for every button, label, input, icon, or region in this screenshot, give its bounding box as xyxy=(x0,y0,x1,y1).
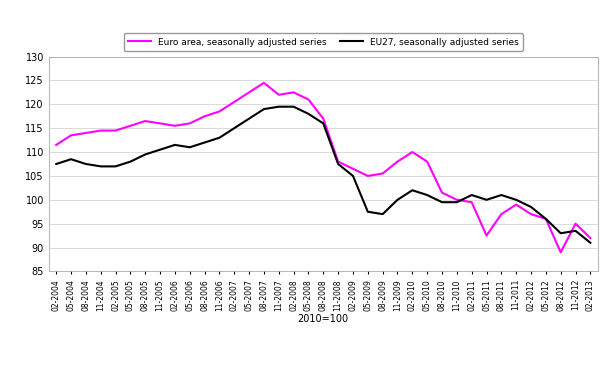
Euro area, seasonally adjusted series xyxy=(334,159,342,164)
Euro area, seasonally adjusted series xyxy=(364,174,371,178)
EU27, seasonally adjusted series xyxy=(320,121,327,126)
EU27, seasonally adjusted series xyxy=(82,162,90,166)
EU27, seasonally adjusted series xyxy=(216,135,223,140)
EU27, seasonally adjusted series xyxy=(468,193,475,197)
EU27, seasonally adjusted series xyxy=(260,107,268,111)
Euro area, seasonally adjusted series xyxy=(52,143,60,147)
EU27, seasonally adjusted series xyxy=(379,212,386,216)
EU27, seasonally adjusted series xyxy=(156,147,163,152)
Euro area, seasonally adjusted series xyxy=(275,92,282,97)
EU27, seasonally adjusted series xyxy=(528,205,535,209)
EU27, seasonally adjusted series xyxy=(587,241,594,245)
Euro area, seasonally adjusted series xyxy=(379,171,386,176)
EU27, seasonally adjusted series xyxy=(201,140,208,145)
Euro area, seasonally adjusted series xyxy=(498,212,505,216)
Euro area, seasonally adjusted series xyxy=(156,121,163,126)
Euro area, seasonally adjusted series xyxy=(171,124,179,128)
Euro area, seasonally adjusted series xyxy=(231,100,238,104)
Euro area, seasonally adjusted series xyxy=(127,124,134,128)
EU27, seasonally adjusted series xyxy=(127,159,134,164)
EU27, seasonally adjusted series xyxy=(97,164,104,169)
Euro area, seasonally adjusted series xyxy=(512,202,520,207)
EU27, seasonally adjusted series xyxy=(334,162,342,166)
Euro area, seasonally adjusted series xyxy=(557,250,564,254)
Euro area, seasonally adjusted series xyxy=(423,159,431,164)
Euro area, seasonally adjusted series xyxy=(216,109,223,114)
Euro area, seasonally adjusted series xyxy=(483,233,490,238)
EU27, seasonally adjusted series xyxy=(52,162,60,166)
EU27, seasonally adjusted series xyxy=(67,157,74,161)
Euro area, seasonally adjusted series xyxy=(453,198,461,202)
EU27, seasonally adjusted series xyxy=(439,200,446,204)
Euro area, seasonally adjusted series xyxy=(542,217,550,221)
EU27, seasonally adjusted series xyxy=(142,152,149,157)
Euro area, seasonally adjusted series xyxy=(439,190,446,195)
Line: Euro area, seasonally adjusted series: Euro area, seasonally adjusted series xyxy=(56,83,590,252)
EU27, seasonally adjusted series xyxy=(231,126,238,130)
Euro area, seasonally adjusted series xyxy=(290,90,297,95)
EU27, seasonally adjusted series xyxy=(409,188,416,193)
EU27, seasonally adjusted series xyxy=(542,217,550,221)
EU27, seasonally adjusted series xyxy=(290,104,297,109)
Euro area, seasonally adjusted series xyxy=(350,167,357,171)
EU27, seasonally adjusted series xyxy=(498,193,505,197)
Line: EU27, seasonally adjusted series: EU27, seasonally adjusted series xyxy=(56,107,590,243)
EU27, seasonally adjusted series xyxy=(245,116,253,121)
Euro area, seasonally adjusted series xyxy=(142,119,149,123)
Euro area, seasonally adjusted series xyxy=(320,116,327,121)
EU27, seasonally adjusted series xyxy=(275,104,282,109)
EU27, seasonally adjusted series xyxy=(186,145,193,150)
EU27, seasonally adjusted series xyxy=(112,164,119,169)
X-axis label: 2010=100: 2010=100 xyxy=(298,314,349,324)
EU27, seasonally adjusted series xyxy=(557,231,564,236)
EU27, seasonally adjusted series xyxy=(364,210,371,214)
Euro area, seasonally adjusted series xyxy=(112,128,119,133)
EU27, seasonally adjusted series xyxy=(350,174,357,178)
Legend: Euro area, seasonally adjusted series, EU27, seasonally adjusted series: Euro area, seasonally adjusted series, E… xyxy=(124,33,523,51)
Euro area, seasonally adjusted series xyxy=(468,200,475,204)
EU27, seasonally adjusted series xyxy=(572,228,580,233)
Euro area, seasonally adjusted series xyxy=(587,236,594,240)
Euro area, seasonally adjusted series xyxy=(245,90,253,95)
Euro area, seasonally adjusted series xyxy=(82,131,90,135)
Title: Production index in the construction sector: Production index in the construction sec… xyxy=(171,38,475,51)
Euro area, seasonally adjusted series xyxy=(528,212,535,216)
EU27, seasonally adjusted series xyxy=(512,198,520,202)
EU27, seasonally adjusted series xyxy=(394,198,401,202)
Euro area, seasonally adjusted series xyxy=(260,81,268,85)
EU27, seasonally adjusted series xyxy=(453,200,461,204)
Euro area, seasonally adjusted series xyxy=(409,150,416,154)
EU27, seasonally adjusted series xyxy=(305,112,312,116)
Euro area, seasonally adjusted series xyxy=(572,221,580,226)
Euro area, seasonally adjusted series xyxy=(186,121,193,126)
Euro area, seasonally adjusted series xyxy=(394,159,401,164)
Euro area, seasonally adjusted series xyxy=(97,128,104,133)
Euro area, seasonally adjusted series xyxy=(201,114,208,118)
EU27, seasonally adjusted series xyxy=(483,198,490,202)
Euro area, seasonally adjusted series xyxy=(67,133,74,138)
EU27, seasonally adjusted series xyxy=(423,193,431,197)
Euro area, seasonally adjusted series xyxy=(305,97,312,102)
EU27, seasonally adjusted series xyxy=(171,143,179,147)
